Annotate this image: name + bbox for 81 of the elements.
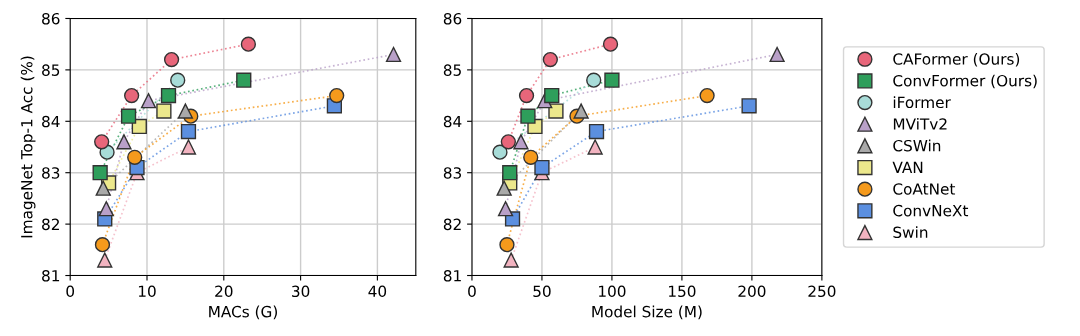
point	[97, 252, 113, 268]
point	[120, 108, 137, 124]
x-tick-label: 10	[138, 285, 156, 298]
x-tick-label: 40	[368, 285, 387, 298]
x-tick-label: 50	[533, 285, 551, 298]
y-tick-label: 83	[443, 167, 462, 179]
point	[548, 103, 564, 119]
point	[502, 165, 518, 181]
x-tick-label: 250	[808, 285, 836, 298]
point	[699, 87, 715, 104]
point	[236, 72, 252, 88]
point	[496, 180, 512, 196]
y-tick-label: 85	[42, 64, 60, 76]
x-tick-label: 30	[292, 285, 310, 298]
legend-label: ConvFormer (Ours)	[893, 74, 1037, 89]
point	[140, 93, 157, 109]
point	[544, 87, 560, 104]
point	[98, 201, 114, 217]
legend-label: iFormer	[893, 96, 951, 109]
y-tick-label: 83	[42, 167, 60, 179]
point	[587, 139, 603, 155]
point	[177, 103, 194, 119]
point	[94, 134, 110, 150]
point	[534, 159, 550, 176]
y-tick-label: 81	[42, 269, 60, 282]
legend-label: CSWin	[893, 139, 941, 152]
point	[180, 139, 197, 155]
point	[95, 180, 111, 196]
legend-label: VAN	[892, 161, 923, 173]
legend-label: CAFormer (Ours)	[893, 52, 1020, 67]
legend-label: MViTv2	[893, 117, 947, 130]
point	[499, 237, 515, 253]
point	[588, 123, 605, 140]
y-tick-label: 82	[42, 218, 59, 231]
point	[124, 87, 140, 104]
legend-label: Swin	[893, 226, 928, 239]
y-tick-label: 84	[42, 115, 60, 128]
y-tick-label: 84	[443, 115, 462, 128]
y-tick-label: 81	[443, 269, 461, 282]
point	[385, 46, 402, 63]
y-tick-label: 85	[443, 64, 461, 76]
point	[180, 123, 197, 140]
point	[92, 165, 108, 181]
point	[156, 103, 172, 119]
point	[513, 134, 529, 150]
point	[520, 108, 536, 124]
point	[94, 237, 111, 253]
x-tick-label: 0	[66, 285, 75, 298]
point	[602, 36, 619, 52]
x-axis-title: MACs (G)	[209, 305, 277, 320]
point	[604, 72, 620, 88]
point	[163, 51, 180, 68]
point	[170, 72, 186, 88]
x-tick-label: 100	[599, 285, 626, 298]
point	[240, 36, 257, 52]
x-tick-label: 20	[215, 285, 233, 298]
y-tick-label: 82	[443, 218, 461, 231]
point	[497, 201, 514, 217]
point	[741, 98, 757, 114]
legend-label: ConvNeXt	[893, 204, 969, 217]
point	[586, 72, 602, 88]
point	[523, 149, 539, 165]
point	[127, 149, 143, 165]
point	[116, 134, 132, 150]
x-tick-label: 0	[468, 285, 476, 298]
point	[329, 87, 345, 104]
point	[769, 46, 785, 63]
x-tick-label: 150	[669, 285, 696, 298]
point	[503, 252, 519, 268]
point	[492, 144, 508, 160]
y-tick-label: 86	[42, 12, 60, 25]
y-axis-title: ImageNet Top-1 Acc (%)	[20, 56, 36, 238]
point	[500, 134, 516, 150]
x-tick-label: 200	[738, 285, 766, 298]
legend-label: CoAtNet	[893, 183, 956, 195]
x-axis-title: Model Size (M)	[592, 305, 702, 320]
point	[160, 87, 177, 104]
y-tick-label: 86	[443, 12, 462, 25]
point	[573, 103, 589, 119]
point	[518, 87, 535, 104]
point	[542, 51, 558, 68]
